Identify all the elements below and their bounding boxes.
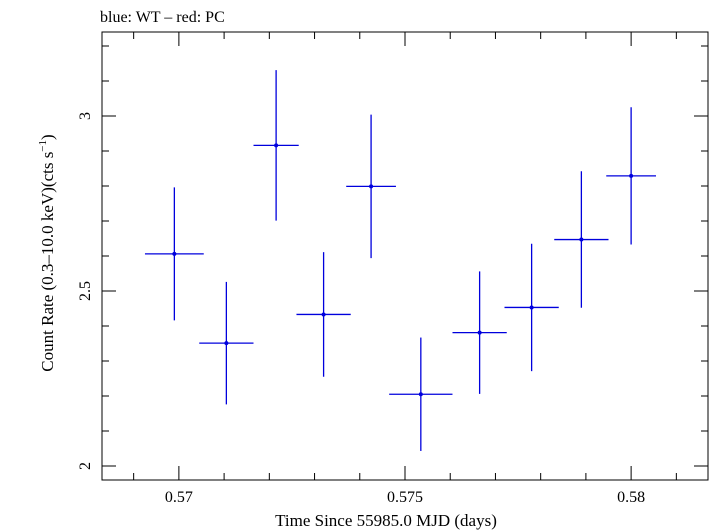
- x-tick-label: 0.575: [387, 489, 423, 506]
- x-axis: 0.57 0.575 0.58: [133, 32, 677, 506]
- y-axis-label-main: Count Rate (0.3–10.0 keV)(cts s: [38, 152, 57, 372]
- data-point: [172, 251, 177, 256]
- data-point: [477, 330, 482, 335]
- y-axis: 22.53: [77, 45, 708, 470]
- data-point: [321, 312, 326, 317]
- data-point: [274, 143, 279, 148]
- plot-frame: [101, 31, 709, 481]
- y-axis-label-exponent: −1: [37, 140, 49, 152]
- data-point: [369, 184, 374, 189]
- y-tick-label: 2: [77, 462, 94, 470]
- y-tick-label: 2.5: [77, 281, 94, 301]
- y-tick-label: 3: [77, 112, 94, 120]
- y-axis-label-end: ): [38, 134, 57, 140]
- y-axis-label: Count Rate (0.3–10.0 keV)(cts s−1): [37, 134, 57, 371]
- plot-border: [101, 31, 709, 481]
- data-point: [579, 237, 584, 242]
- x-axis-label: Time Since 55985.0 MJD (days): [275, 511, 497, 530]
- data-point: [418, 392, 423, 397]
- chart-title: blue: WT – red: PC: [100, 9, 225, 26]
- data-point: [629, 173, 634, 178]
- x-tick-label: 0.58: [617, 489, 645, 506]
- data-point: [224, 341, 229, 346]
- data-point: [529, 305, 534, 310]
- x-tick-label: 0.57: [165, 489, 193, 506]
- data-series: [144, 70, 656, 451]
